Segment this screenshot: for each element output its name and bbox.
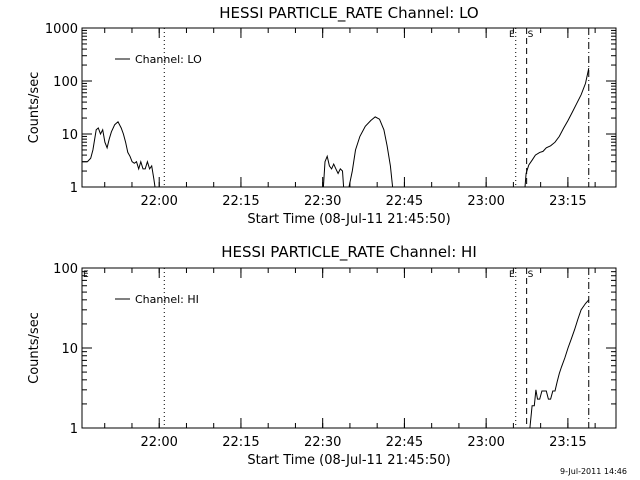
x-tick-label: 22:30 [304,194,341,209]
y-tick-label: 100 [53,75,78,90]
y-tick-label: 10 [61,128,78,143]
vline-label: E [509,270,515,280]
x-axis-label: Start Time (08-Jul-11 21:45:50) [247,212,450,227]
x-tick-label: 23:00 [467,194,504,209]
x-tick-label: 22:45 [386,194,423,209]
x-tick-label: 23:15 [549,194,586,209]
chart-title: HESSI PARTICLE_RATE Channel: LO [219,4,478,23]
chart-title: HESSI PARTICLE_RATE Channel: HI [221,243,477,262]
y-tick-label: 1 [70,181,78,196]
left-marker-label: E [83,270,89,280]
y-tick-label: 1 [70,422,78,437]
legend-label: Channel: HI [135,293,199,306]
x-tick-label: 22:15 [222,194,259,209]
y-axis-label: Counts/sec [27,312,42,384]
vline-label: S [528,30,534,40]
vline-label: S [528,270,534,280]
x-tick-label: 22:00 [140,435,177,450]
y-tick-label: 10 [61,342,78,357]
plot-frame [81,267,617,429]
x-tick-label: 22:00 [140,194,177,209]
x-tick-label: 22:15 [222,435,259,450]
x-tick-label: 23:00 [467,435,504,450]
x-tick-label: 23:15 [549,435,586,450]
footer-timestamp: 9-Jul-2011 14:46 [560,467,627,476]
x-tick-label: 22:45 [386,435,423,450]
series-line-segment [322,154,345,188]
y-tick-label: 1000 [45,22,78,37]
chart-panel-1 [81,27,617,188]
x-tick-label: 22:30 [304,435,341,450]
vline-label: E [509,30,515,40]
y-axis-label: Counts/sec [27,72,42,144]
y-tick-label: 100 [53,262,78,277]
series-line-segment [82,121,156,188]
series-line-segment [348,116,394,188]
series-line-segment [524,67,590,188]
plot-frame [81,27,617,188]
series-line-segment [529,299,590,429]
x-axis-label: Start Time (08-Jul-11 21:45:50) [247,453,450,468]
legend-label: Channel: LO [135,53,202,66]
chart-panel-2 [81,267,617,429]
